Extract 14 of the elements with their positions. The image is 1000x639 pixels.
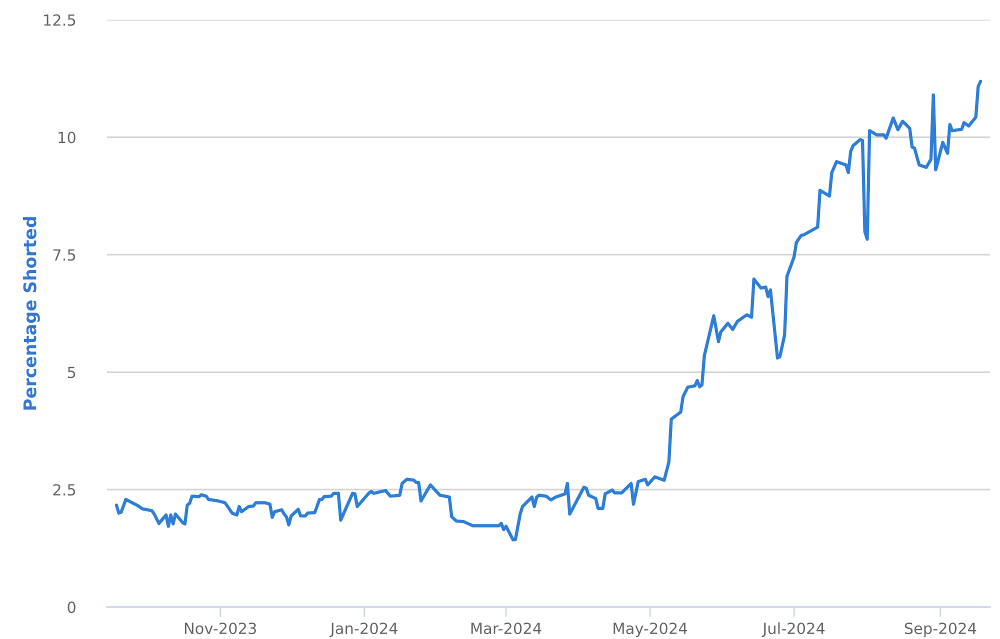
x-tick-label: Sep-2024: [904, 622, 976, 638]
y-tick-label: 10: [58, 132, 76, 144]
line-series: [114, 80, 982, 542]
x-tick-label: Jan-2024: [330, 622, 398, 637]
y-tick-label: 5: [68, 366, 76, 378]
y-tick-label: 2.5: [53, 484, 76, 496]
y-tick-label: 12.5: [44, 14, 76, 26]
x-tick-label: Nov-2023: [184, 622, 256, 634]
y-tick-label: 0: [68, 602, 76, 614]
x-tick-label: Jul-2024: [762, 622, 825, 637]
x-tick-label: May-2024: [614, 622, 688, 638]
y-tick-label: 7.5: [53, 249, 76, 261]
y-axis-title: Percentage Shorted: [22, 217, 40, 410]
x-tick-label: Mar-2024: [471, 622, 542, 634]
